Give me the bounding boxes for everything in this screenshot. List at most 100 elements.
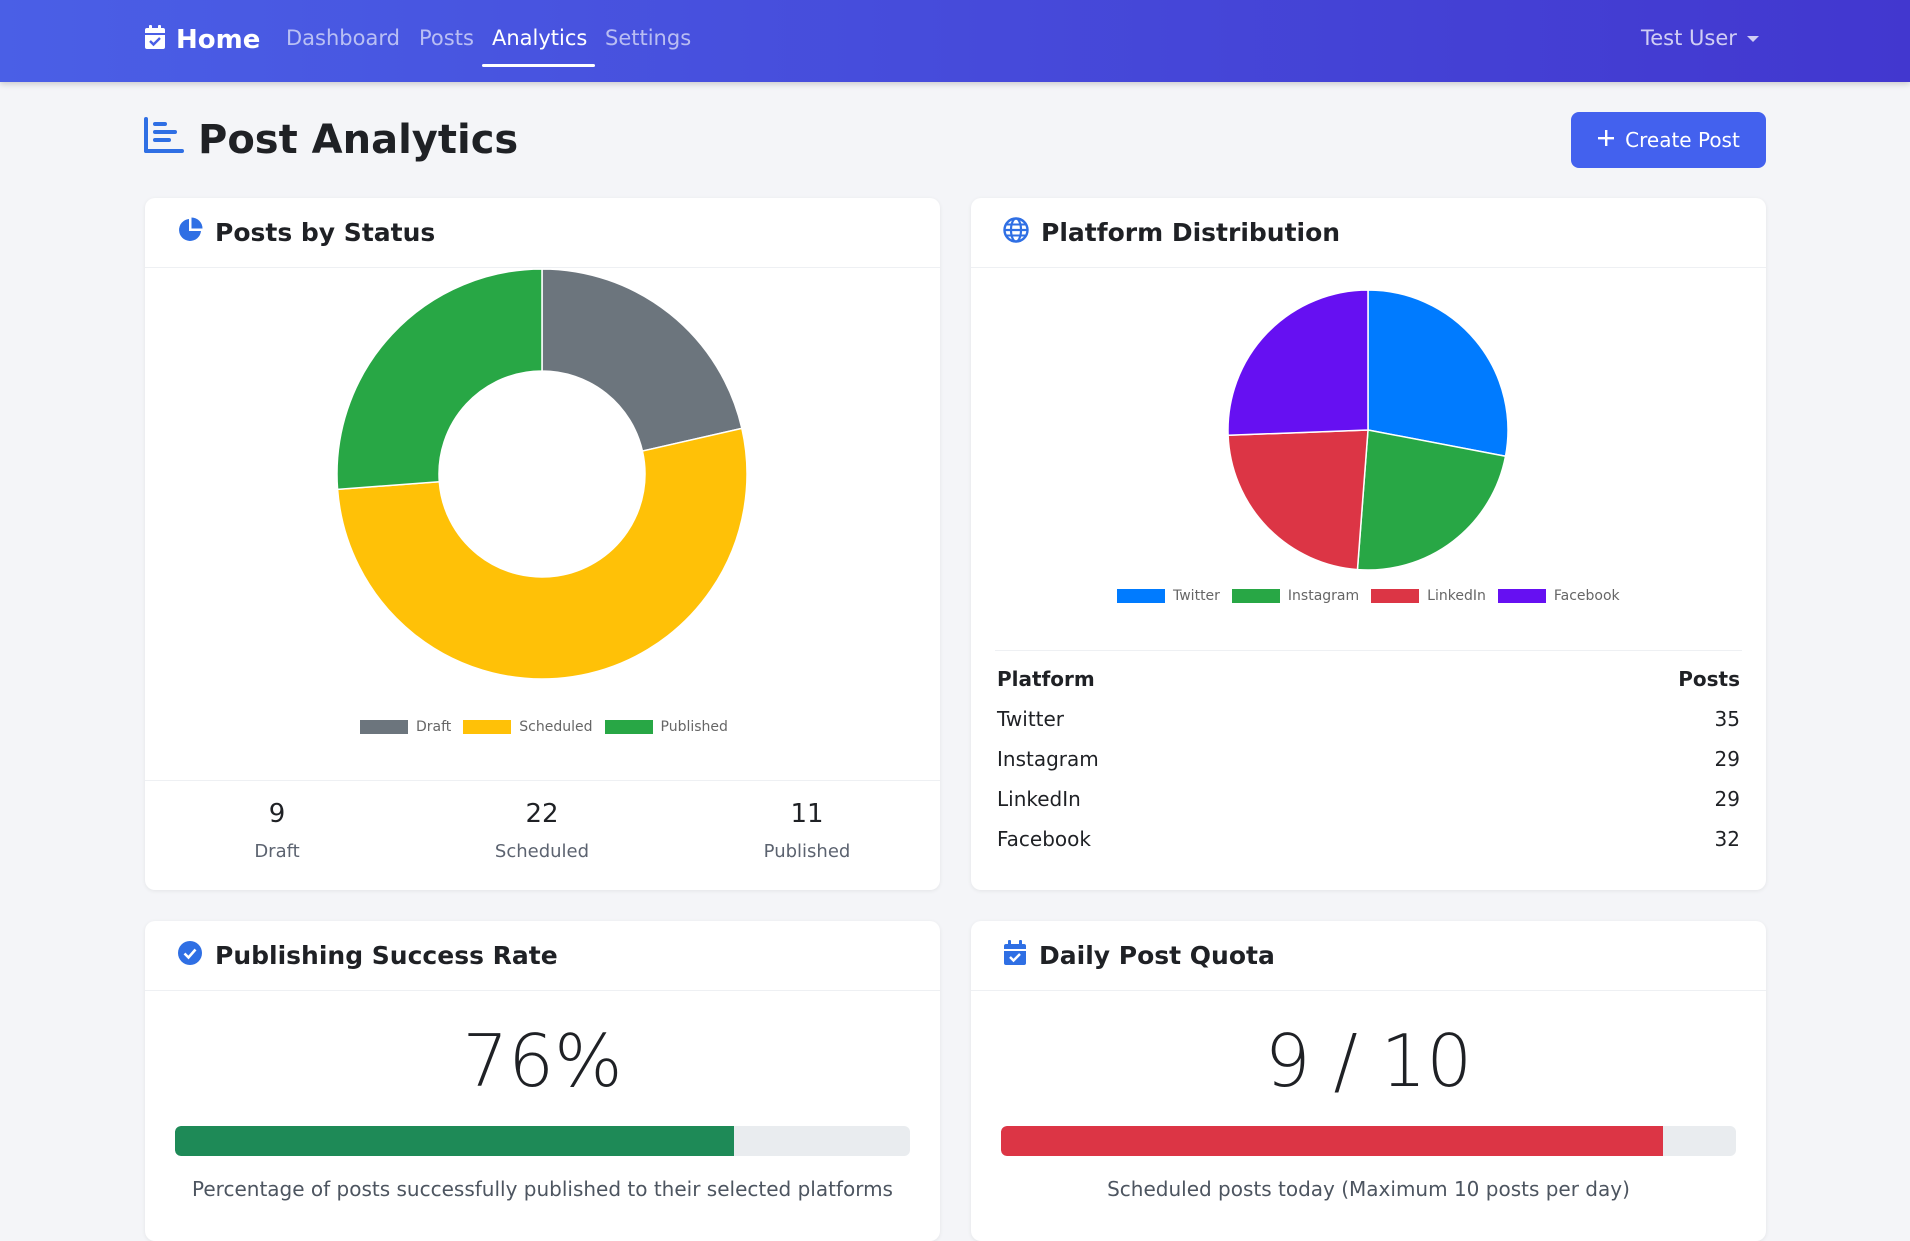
legend-swatch: [604, 720, 653, 734]
platform-count: 29: [1714, 787, 1740, 811]
platform-name: Facebook: [997, 827, 1091, 851]
legend-swatch: [1117, 589, 1165, 603]
daily-quota-card: Daily Post Quota 9 / 10 Scheduled posts …: [971, 921, 1766, 1241]
publishing-success-card: Publishing Success Rate 76% Percentage o…: [145, 921, 940, 1241]
slice-instagram[interactable]: [1356, 429, 1507, 571]
platform-table: Platform Posts Twitter 35 Instagram 29 L…: [995, 650, 1742, 859]
status-chart-legend: Draft Scheduled Published: [360, 719, 728, 735]
quota-caption: Scheduled posts today (Maximum 10 posts …: [1107, 1177, 1630, 1201]
card-header: Publishing Success Rate: [145, 921, 940, 991]
card-title: Daily Post Quota: [1039, 941, 1275, 970]
stat-value: 22: [525, 799, 559, 829]
legend-item-facebook[interactable]: Facebook: [1497, 588, 1620, 604]
navbar: Home Dashboard Posts Analytics Settings …: [0, 0, 1910, 82]
table-row: LinkedIn 29: [995, 779, 1742, 819]
success-rate-value: 76%: [462, 1019, 623, 1103]
legend-item-linkedin[interactable]: LinkedIn: [1371, 588, 1486, 604]
check-circle-icon: [177, 940, 203, 972]
card-title: Publishing Success Rate: [215, 941, 558, 970]
platform-count: 32: [1714, 827, 1740, 851]
nav-settings[interactable]: Settings: [605, 26, 692, 50]
nav-posts[interactable]: Posts: [419, 26, 474, 50]
card-header: Posts by Status: [145, 198, 940, 268]
platform-chart-legend: Twitter Instagram LinkedIn Facebook: [1117, 588, 1620, 604]
column-header-platform: Platform: [997, 667, 1095, 691]
status-doughnut-chart: [336, 268, 748, 680]
legend-item-instagram[interactable]: Instagram: [1231, 588, 1360, 604]
legend-label: Draft: [416, 719, 452, 735]
legend-swatch: [360, 720, 408, 734]
status-stats-row: 9 Draft 22 Scheduled 11 Published: [145, 780, 940, 890]
calendar-check-icon: [1003, 939, 1027, 972]
legend-label: Published: [660, 719, 728, 735]
create-post-label: Create Post: [1625, 128, 1740, 152]
stat-label: Draft: [254, 841, 300, 862]
globe-icon: [1003, 216, 1029, 249]
user-name: Test User: [1641, 26, 1737, 50]
table-row: Instagram 29: [995, 739, 1742, 779]
pie-chart-icon: [177, 217, 203, 249]
slice-draft[interactable]: [541, 268, 743, 452]
calendar-check-icon: [144, 24, 166, 57]
legend-swatch: [1231, 589, 1280, 603]
platform-count: 29: [1714, 747, 1740, 771]
platform-name: Instagram: [997, 747, 1099, 771]
platform-distribution-card: Platform Distribution Twitter Instagram Li…: [971, 198, 1766, 890]
slice-published[interactable]: [336, 268, 543, 491]
legend-label: LinkedIn: [1427, 588, 1486, 604]
legend-label: Scheduled: [519, 719, 593, 735]
user-menu-dropdown[interactable]: Test User: [1641, 26, 1759, 50]
legend-swatch: [463, 720, 512, 734]
card-title: Posts by Status: [215, 218, 436, 247]
table-row: Twitter 35: [995, 699, 1742, 739]
legend-label: Twitter: [1173, 588, 1220, 604]
stat-value: 11: [790, 799, 824, 829]
quota-value: 9 / 10: [1264, 1019, 1473, 1103]
quota-progress-fill: [1001, 1126, 1663, 1156]
plus-icon: [1597, 128, 1615, 152]
card-header: Platform Distribution: [971, 198, 1766, 268]
slice-twitter[interactable]: [1367, 289, 1509, 458]
stat-scheduled: 22 Scheduled: [410, 781, 674, 862]
platform-pie-chart: [1227, 289, 1509, 571]
slice-linkedin[interactable]: [1227, 429, 1369, 571]
card-header: Daily Post Quota: [971, 921, 1766, 991]
page-title: Post Analytics: [144, 114, 518, 166]
table-row: Facebook 32: [995, 819, 1742, 859]
stat-label: Published: [763, 841, 851, 862]
quota-progress-bar: [1001, 1126, 1736, 1156]
success-progress-fill: [175, 1126, 734, 1156]
brand-link[interactable]: Home: [144, 22, 260, 58]
success-caption: Percentage of posts successfully publish…: [192, 1177, 893, 1201]
legend-item-twitter[interactable]: Twitter: [1117, 588, 1220, 604]
platform-name: LinkedIn: [997, 787, 1081, 811]
nav-analytics[interactable]: Analytics: [492, 26, 588, 50]
posts-by-status-card: Posts by Status Draft Scheduled Published …: [145, 198, 940, 890]
caret-down-icon: [1746, 36, 1759, 42]
stat-draft: 9 Draft: [145, 781, 409, 862]
create-post-button[interactable]: Create Post: [1571, 112, 1766, 168]
legend-label: Facebook: [1553, 588, 1620, 604]
nav-dashboard[interactable]: Dashboard: [286, 26, 400, 50]
legend-swatch: [1371, 589, 1420, 603]
legend-item-scheduled[interactable]: Scheduled: [463, 719, 593, 735]
success-progress-bar: [175, 1126, 910, 1156]
card-title: Platform Distribution: [1041, 218, 1341, 247]
legend-item-published[interactable]: Published: [604, 719, 728, 735]
slice-scheduled[interactable]: [336, 427, 748, 680]
brand-label: Home: [176, 25, 261, 55]
legend-item-draft[interactable]: Draft: [360, 719, 451, 735]
column-header-posts: Posts: [1678, 667, 1740, 691]
slice-facebook[interactable]: [1227, 289, 1369, 437]
platform-count: 35: [1714, 707, 1740, 731]
stat-label: Scheduled: [494, 841, 590, 862]
page-title-text: Post Analytics: [198, 117, 519, 163]
platform-name: Twitter: [997, 707, 1065, 731]
legend-swatch: [1497, 589, 1546, 603]
table-header: Platform Posts: [995, 651, 1742, 699]
chart-bar-icon: [144, 117, 184, 163]
stat-value: 9: [268, 799, 286, 829]
legend-label: Instagram: [1287, 588, 1360, 604]
active-nav-indicator: [482, 64, 595, 67]
stat-published: 11 Published: [675, 781, 939, 862]
